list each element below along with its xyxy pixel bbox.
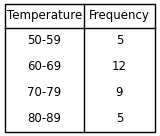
Text: 70-79: 70-79 <box>27 86 62 100</box>
Text: 12: 12 <box>112 61 127 73</box>
Text: 5: 5 <box>116 112 123 126</box>
Text: Frequency: Frequency <box>89 10 150 22</box>
Text: 5: 5 <box>116 35 123 47</box>
Text: Temperature: Temperature <box>7 10 82 22</box>
Text: 60-69: 60-69 <box>27 61 62 73</box>
Text: 50-59: 50-59 <box>28 35 61 47</box>
Text: 9: 9 <box>116 86 123 100</box>
Text: 80-89: 80-89 <box>28 112 61 126</box>
